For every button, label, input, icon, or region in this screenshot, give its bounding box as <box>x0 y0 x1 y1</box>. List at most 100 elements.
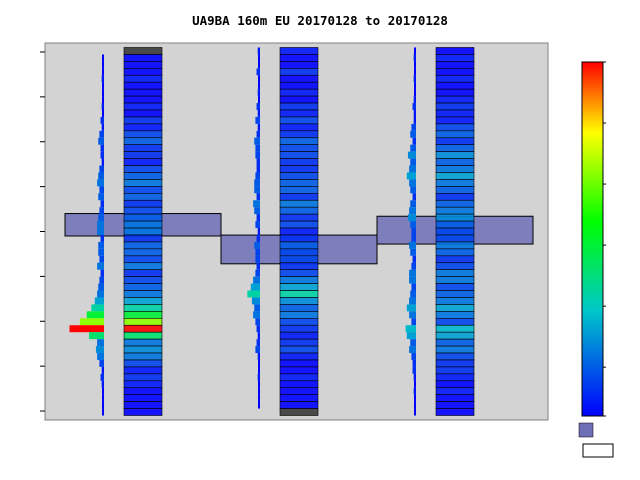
heat-cell <box>435 123 475 132</box>
histogram-bar <box>102 394 104 402</box>
heat-cell <box>435 366 475 375</box>
heat-cell <box>123 151 163 159</box>
heat-cell <box>435 234 475 243</box>
histogram-bar <box>254 207 260 215</box>
heat-cell <box>123 262 163 270</box>
histogram-bar <box>256 214 260 222</box>
histogram-bar <box>412 366 416 374</box>
heat-cell <box>123 408 163 416</box>
histogram-bar <box>407 214 416 222</box>
heat-cell <box>279 234 319 243</box>
heat-cell <box>435 269 475 277</box>
histogram-bar <box>406 332 416 340</box>
heat-cell <box>279 47 319 55</box>
histogram-bar <box>409 241 416 249</box>
histogram-bar <box>410 290 416 298</box>
heat-cell <box>279 290 319 298</box>
heat-cell <box>123 373 163 382</box>
heat-cell <box>435 95 475 104</box>
histogram-bar <box>256 339 260 347</box>
heat-cell <box>279 324 319 333</box>
heat-cell <box>279 401 319 409</box>
histogram-bar <box>256 158 260 166</box>
histogram-bar <box>257 47 260 55</box>
histogram-bar <box>409 179 416 187</box>
histogram-bar <box>258 387 260 395</box>
chart-title: UA9BA 160m EU 20170128 to 20170128 <box>192 13 448 28</box>
histogram-bar <box>411 283 416 291</box>
heat-cell <box>279 380 319 389</box>
heat-cell <box>279 74 319 83</box>
heat-cell <box>123 102 163 111</box>
heat-cell <box>435 102 475 111</box>
histogram-bar <box>258 380 260 388</box>
histogram-bar <box>100 234 104 242</box>
heat-cell <box>279 255 319 264</box>
histogram-bar <box>100 269 104 277</box>
heat-cell <box>279 137 319 146</box>
histogram-bar <box>254 179 260 187</box>
histogram-bar <box>86 311 104 319</box>
heat-cell <box>435 338 475 347</box>
histogram-bar <box>412 103 416 110</box>
heat-cell <box>123 324 163 333</box>
histogram-bar <box>253 276 260 284</box>
histogram-bar <box>99 207 104 215</box>
histogram-bar <box>258 96 260 104</box>
histogram-bar <box>255 151 260 159</box>
heat-cell <box>435 54 475 62</box>
histogram-bar <box>411 228 416 235</box>
heat-cell <box>435 186 475 194</box>
heat-cell <box>279 102 319 111</box>
histogram-bar <box>101 75 104 83</box>
histogram-bar <box>412 137 416 145</box>
histogram-bar <box>254 241 260 249</box>
histogram-bar <box>98 283 104 291</box>
histogram-bar <box>414 394 416 402</box>
heat-cell <box>435 311 475 319</box>
histogram-bar <box>101 103 104 110</box>
histogram-bar <box>99 359 104 367</box>
histogram-bar <box>258 359 260 367</box>
histogram-bar <box>256 262 260 270</box>
heat-cell <box>279 109 319 118</box>
heat-cell <box>279 123 319 132</box>
histogram-bar <box>413 116 416 124</box>
heat-cell <box>435 193 475 201</box>
heat-cell <box>279 158 319 166</box>
heat-cell <box>435 387 475 395</box>
histogram-bar <box>406 172 416 180</box>
histogram-bar <box>410 339 416 347</box>
heat-cell <box>435 137 475 146</box>
heat-cell <box>435 304 475 312</box>
histogram-bar <box>95 346 104 354</box>
histogram-bar <box>255 318 260 326</box>
heat-cell <box>435 61 475 69</box>
histogram-bar <box>409 346 416 354</box>
histogram-bar <box>99 130 104 138</box>
heat-cell <box>279 366 319 375</box>
heat-cell <box>279 186 319 194</box>
heat-cell <box>435 373 475 382</box>
heat-cell <box>435 206 475 215</box>
heat-cell <box>279 116 319 125</box>
histogram-bar <box>99 165 104 173</box>
heat-cell <box>279 352 319 361</box>
heat-cell <box>435 81 475 90</box>
histogram-bar <box>410 144 416 152</box>
histogram-bar <box>255 116 260 124</box>
histogram-bar <box>414 47 416 55</box>
histogram-bar <box>247 290 260 298</box>
histogram-bar <box>413 96 416 104</box>
heat-cell <box>279 88 319 97</box>
histogram-bar <box>101 158 104 166</box>
histogram-bar <box>254 137 260 145</box>
histogram-bar <box>94 297 104 305</box>
heat-cell <box>435 331 475 340</box>
histogram-bar <box>97 290 104 298</box>
heat-cell <box>123 394 163 402</box>
histogram-bar <box>97 221 104 229</box>
heat-cell <box>123 331 163 340</box>
heat-cell <box>435 380 475 389</box>
histogram-bar <box>257 353 260 360</box>
